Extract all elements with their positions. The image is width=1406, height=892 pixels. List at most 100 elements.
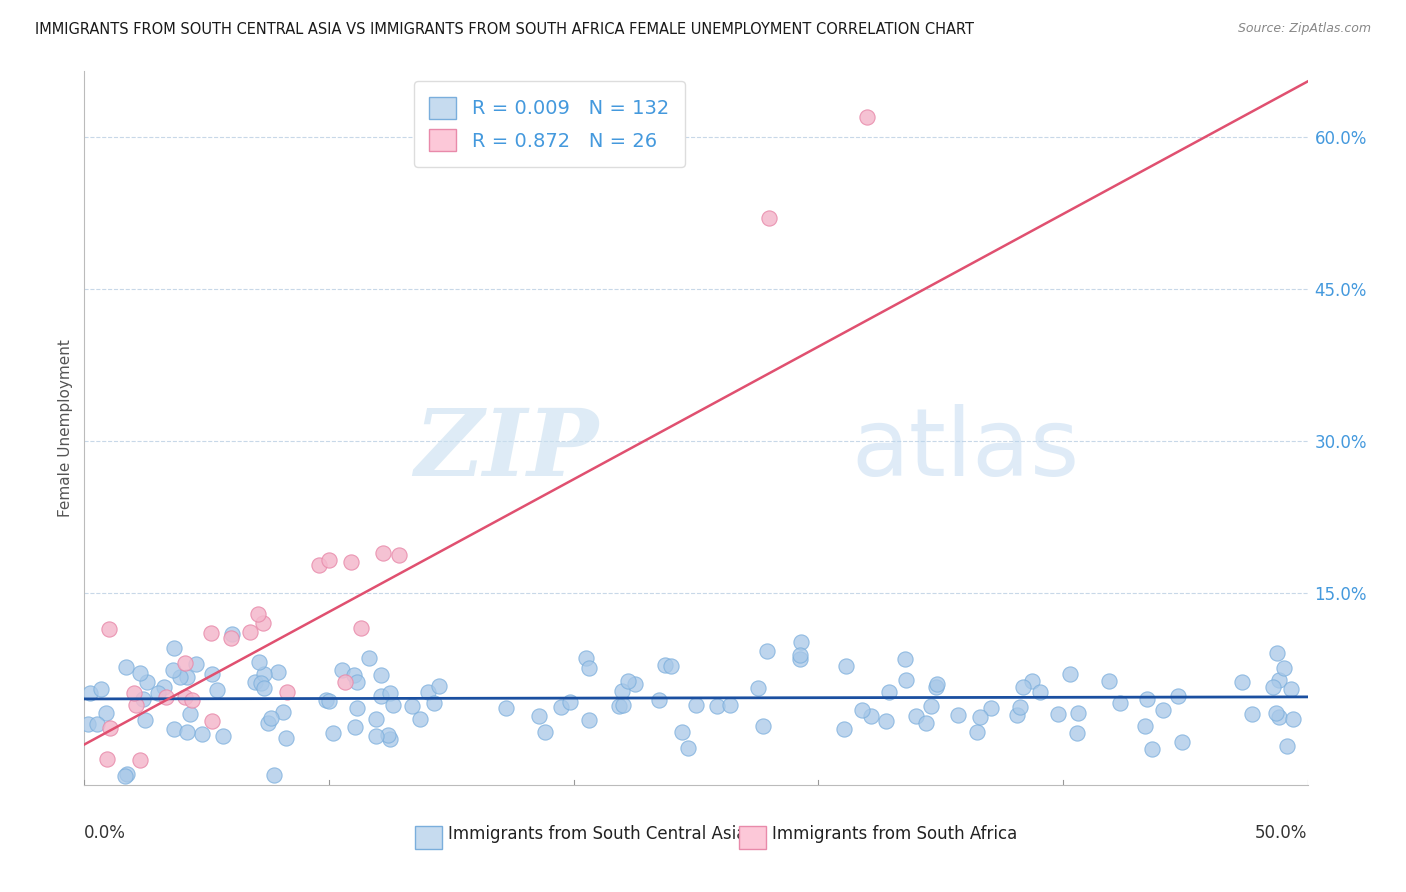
- Point: [832, 723, 855, 737]
- Point: [179, 707, 201, 722]
- Point: [322, 725, 344, 739]
- Point: [260, 711, 283, 725]
- Point: [77, 717, 100, 731]
- FancyBboxPatch shape: [415, 826, 441, 849]
- Y-axis label: Female Unemployment: Female Unemployment: [58, 339, 73, 517]
- Point: [495, 700, 517, 714]
- Point: [1098, 673, 1121, 688]
- Point: [851, 703, 873, 717]
- Point: [201, 667, 224, 681]
- Point: [134, 713, 156, 727]
- Point: [136, 675, 159, 690]
- Point: [1066, 725, 1088, 739]
- Text: 50.0%: 50.0%: [1256, 824, 1308, 842]
- Point: [948, 708, 970, 723]
- Point: [966, 725, 988, 739]
- Point: [401, 699, 423, 714]
- Point: [263, 768, 285, 782]
- Point: [370, 668, 392, 682]
- Point: [377, 728, 399, 742]
- Text: atlas: atlas: [851, 403, 1080, 496]
- Point: [90, 681, 112, 696]
- Point: [191, 727, 214, 741]
- Point: [176, 669, 198, 683]
- Point: [1241, 706, 1264, 721]
- Text: Source: ZipAtlas.com: Source: ZipAtlas.com: [1237, 22, 1371, 36]
- Point: [339, 555, 361, 569]
- Point: [624, 676, 647, 690]
- Point: [330, 663, 353, 677]
- Point: [789, 651, 811, 665]
- Point: [125, 698, 148, 712]
- Point: [205, 683, 228, 698]
- Point: [617, 673, 640, 688]
- Point: [647, 693, 669, 707]
- Point: [1170, 735, 1192, 749]
- Point: [221, 627, 243, 641]
- Point: [1232, 675, 1254, 690]
- Point: [252, 615, 274, 630]
- Point: [859, 709, 882, 723]
- Point: [318, 693, 340, 707]
- Point: [1011, 680, 1033, 694]
- Point: [212, 730, 235, 744]
- Point: [856, 110, 879, 124]
- Point: [380, 732, 402, 747]
- Point: [274, 731, 297, 745]
- Point: [612, 684, 634, 698]
- Point: [1005, 707, 1028, 722]
- Point: [1152, 703, 1174, 717]
- Point: [86, 717, 108, 731]
- Point: [219, 631, 242, 645]
- Point: [607, 698, 630, 713]
- Point: [925, 677, 948, 691]
- Point: [94, 706, 117, 721]
- Point: [350, 621, 373, 635]
- Text: Immigrants from South Africa: Immigrants from South Africa: [772, 825, 1017, 843]
- Text: ZIP: ZIP: [413, 405, 598, 494]
- Point: [174, 657, 197, 671]
- Point: [1279, 681, 1302, 696]
- Point: [409, 713, 432, 727]
- Point: [894, 651, 917, 665]
- Point: [835, 658, 858, 673]
- Point: [1268, 710, 1291, 724]
- Point: [169, 669, 191, 683]
- Point: [253, 681, 276, 696]
- Point: [969, 710, 991, 724]
- Point: [79, 686, 101, 700]
- Point: [1021, 673, 1043, 688]
- Point: [371, 545, 394, 559]
- Point: [247, 607, 270, 621]
- Point: [1275, 739, 1298, 754]
- Point: [427, 679, 450, 693]
- Point: [678, 741, 700, 756]
- Point: [920, 698, 942, 713]
- Point: [1135, 719, 1157, 733]
- Point: [550, 700, 572, 714]
- Point: [132, 692, 155, 706]
- Point: [612, 698, 634, 712]
- Point: [1059, 666, 1081, 681]
- Point: [315, 692, 337, 706]
- Point: [980, 701, 1002, 715]
- Point: [416, 685, 439, 699]
- Point: [706, 699, 728, 714]
- Point: [129, 665, 152, 680]
- Point: [758, 211, 780, 226]
- Point: [654, 658, 676, 673]
- Point: [247, 656, 270, 670]
- Point: [239, 624, 262, 639]
- Point: [318, 553, 340, 567]
- Point: [184, 657, 207, 671]
- Point: [267, 665, 290, 679]
- Point: [180, 693, 202, 707]
- Point: [114, 769, 136, 783]
- Point: [752, 718, 775, 732]
- Point: [1265, 706, 1288, 720]
- Point: [146, 686, 169, 700]
- Point: [1261, 681, 1284, 695]
- Point: [578, 713, 600, 727]
- Point: [98, 622, 121, 636]
- Point: [176, 724, 198, 739]
